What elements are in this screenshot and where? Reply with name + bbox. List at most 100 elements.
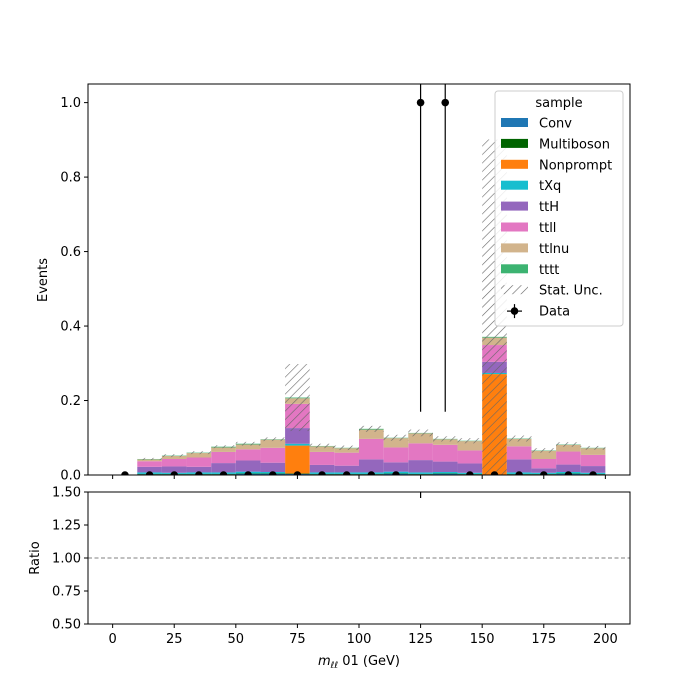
bar-segment-ttll [161, 458, 187, 467]
bar-segment-tth [334, 465, 359, 473]
x-tick-label: 25 [166, 632, 183, 647]
x-tick-label: 0 [108, 632, 116, 647]
data-point [490, 471, 499, 475]
stat-unc-band [137, 457, 162, 461]
legend-swatch-tttt [501, 264, 528, 274]
y-tick-label: 0.8 [60, 171, 81, 186]
bar-segment-ttll [186, 457, 212, 467]
bar-segment-ttll [432, 444, 458, 462]
bar-segment-ttll [334, 452, 359, 466]
bar-segment-ttlnu [359, 429, 384, 439]
ratio-y-tick-label: 1.50 [52, 486, 81, 501]
stat-unc-band [359, 425, 384, 432]
bar-segment-tth [531, 468, 557, 473]
ratio-y-tick-label: 1.00 [52, 552, 81, 567]
bar-segment-ttll [260, 447, 286, 463]
legend-swatch-txq [501, 180, 528, 190]
legend-label: Nonprompt [539, 158, 612, 173]
bar-segment-ttll [556, 451, 581, 465]
data-point [195, 471, 203, 475]
legend-swatch-conv [501, 118, 528, 127]
y-tick-label: 0.4 [60, 320, 81, 335]
legend-label: ttlnu [539, 242, 569, 257]
bar-segment-ttlnu [161, 456, 187, 459]
stat-unc-band [556, 442, 581, 447]
ratio-y-tick-label: 0.50 [52, 618, 81, 633]
bar-segment-ttll [408, 443, 433, 461]
bar-segment-ttll [309, 451, 335, 465]
ratio-y-tick-label: 1.25 [52, 519, 81, 534]
legend-swatch-nonprompt [501, 159, 528, 169]
stat-unc-band [285, 364, 310, 432]
data-point [342, 471, 351, 475]
y-axis-label: Events [36, 258, 51, 302]
legend-swatch-ttlnu [501, 243, 528, 253]
bar-segment-txq [408, 472, 433, 474]
bar-segment-tth [137, 466, 162, 473]
bar-segment-ttlnu [531, 450, 557, 459]
bar-segment-tth [211, 463, 236, 473]
x-tick-label: 125 [408, 632, 433, 647]
bar-segment-ttll [383, 447, 409, 463]
plot-area [121, 84, 606, 475]
bar-segment-ttlnu [260, 439, 286, 448]
legend-label: tXq [539, 179, 561, 194]
legend-swatch-ttll [501, 222, 528, 232]
bar-segment-ttll [235, 449, 261, 461]
data-point [293, 471, 302, 475]
bar-segment-ttll [137, 461, 162, 467]
bar-segment-ttlnu [506, 438, 532, 447]
stat-unc-band [186, 451, 212, 455]
data-point [121, 471, 129, 475]
data-point [318, 471, 326, 475]
stat-unc-band [161, 454, 187, 458]
stat-unc-band [457, 438, 483, 444]
data-point [515, 471, 523, 475]
x-axis-label: mℓℓ 01 (GeV) [318, 654, 400, 671]
bar-segment-tth [285, 428, 310, 444]
data-point [564, 471, 573, 475]
stat-unc-band [211, 445, 236, 449]
ratio-plot: 0.50 0.75 1.00 1.25 1.50 0 25 50 75 100 125 150 175 2… [52, 486, 631, 647]
bar-segment-ttll [211, 451, 236, 464]
bar-segment-ttll [359, 438, 384, 460]
x-tick-label: 50 [228, 632, 245, 647]
bar-segment-tth [506, 459, 532, 473]
stat-unc-band [334, 445, 359, 451]
legend-label: Multiboson [539, 137, 610, 152]
x-tick-label: 100 [347, 632, 372, 647]
legend-label: Data [539, 305, 570, 320]
data-point [441, 98, 450, 107]
data-point [268, 471, 277, 475]
legend-label: ttH [539, 200, 559, 215]
bar-segment-conv [432, 473, 458, 475]
x-tick-label: 75 [289, 632, 306, 647]
stat-unc-band [531, 448, 557, 453]
stat-unc-band [408, 429, 433, 437]
bar-segment-tth [309, 464, 335, 473]
data-point [145, 471, 154, 475]
stat-unc-band [260, 437, 286, 442]
main-plot: 0.0 0.2 0.4 0.6 0.8 1.0 [60, 83, 631, 484]
y-tick-label: 0.6 [60, 245, 81, 260]
stat-unc-band [506, 435, 532, 442]
bar-segment-ttlnu [186, 453, 212, 458]
bar-segment-tth [260, 462, 286, 473]
ratio-y-axis-label: Ratio [28, 541, 43, 574]
x-tick-label: 175 [531, 632, 556, 647]
bar-segment-ttlnu [580, 448, 606, 455]
x-tick-label: 200 [593, 632, 618, 647]
y-tick-label: 0.0 [60, 469, 81, 484]
stat-unc-band [432, 436, 458, 442]
bar-segment-tth [556, 464, 581, 473]
bar-segment-tth [235, 460, 261, 472]
legend: sample Conv Multiboson Nonprompt tXq ttH ttll t… [494, 90, 624, 327]
stat-unc-band [309, 443, 335, 449]
bar-segment-tth [161, 466, 187, 473]
data-point [539, 471, 548, 475]
data-point [367, 471, 376, 475]
bar-segment-ttlnu [556, 444, 581, 452]
bar-segment-tth [186, 466, 212, 473]
bar-segment-ttlnu [457, 441, 483, 451]
stat-unc-band [580, 445, 606, 450]
